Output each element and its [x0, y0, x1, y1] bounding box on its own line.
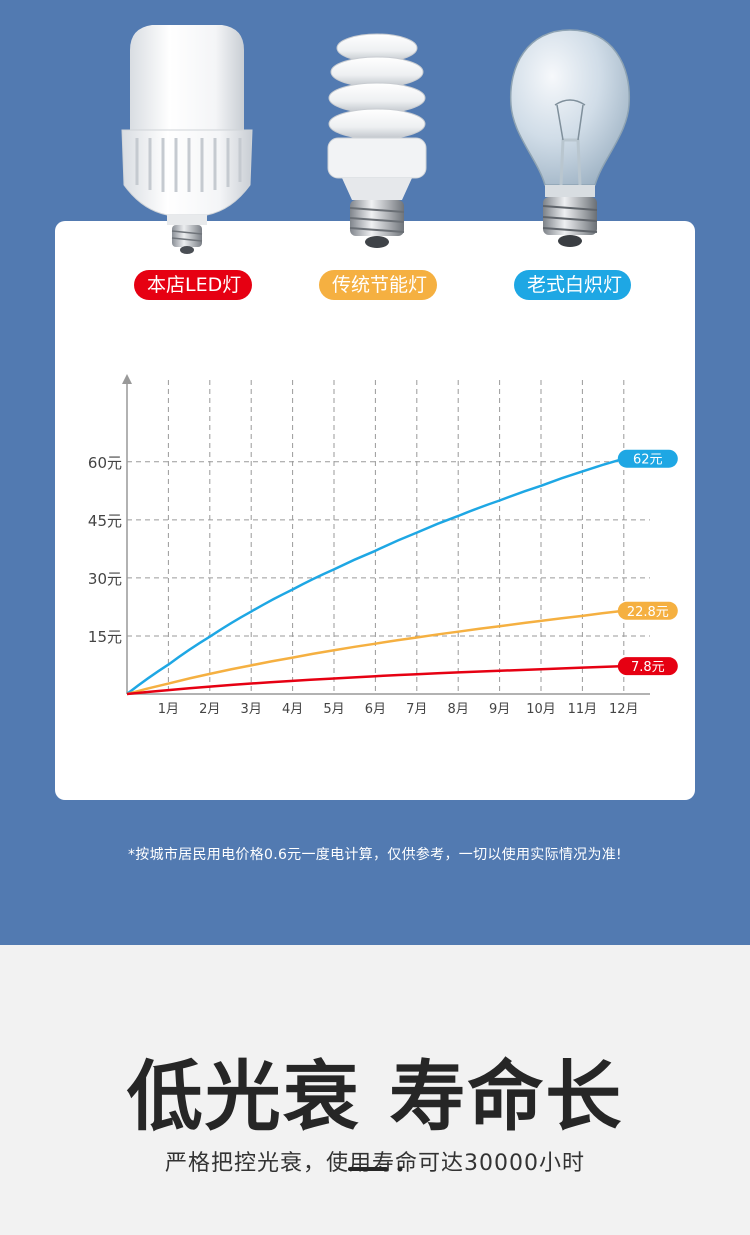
cfl-label: 传统节能灯 — [319, 270, 437, 300]
decorative-dash — [348, 1166, 403, 1172]
led-series-line — [126, 664, 624, 696]
x-tick-label: 2月 — [199, 702, 220, 717]
x-tick-label: 11月 — [568, 702, 598, 717]
incandescent-end-label-bg — [617, 449, 678, 468]
y-axis-arrow — [122, 374, 132, 384]
incandescent-end-label: 62元 — [633, 453, 663, 468]
led-end-label-bg — [617, 657, 678, 676]
x-tick-label: 7月 — [406, 702, 427, 717]
x-tick-label: 3月 — [241, 702, 262, 717]
incandescent-bulb-icon — [509, 29, 631, 247]
cfl-end-label-bg — [617, 601, 678, 620]
x-tick-label: 8月 — [448, 702, 469, 717]
footnote: *按城市居民用电价格0.6元一度电计算，仅供参考，一切以使用实际情况为准! — [128, 847, 622, 863]
y-tick-label: 60元 — [88, 454, 122, 472]
x-tick-label: 9月 — [489, 702, 510, 717]
y-tick-label: 15元 — [88, 628, 122, 646]
y-tick-label: 45元 — [88, 512, 122, 530]
cfl-bulb-icon — [327, 33, 427, 248]
led-end-label: 7.8元 — [631, 660, 665, 675]
led-bulb-icon — [121, 25, 253, 254]
cfl-series-line — [126, 609, 624, 696]
incandescent-series-line — [126, 457, 625, 695]
incandescent-label: 老式白炽灯 — [514, 270, 631, 300]
led-label: 本店LED灯 — [134, 270, 252, 300]
cfl-end-label: 22.8元 — [627, 605, 669, 620]
x-tick-label: 10月 — [526, 702, 556, 717]
x-tick-label: 6月 — [365, 702, 386, 717]
x-tick-label: 5月 — [323, 702, 344, 717]
x-tick-label: 12月 — [609, 702, 639, 717]
subline: 严格把控光衰，使用寿命可达30000小时 — [165, 1151, 585, 1176]
headline: 低光衰 寿命长 — [126, 1052, 624, 1141]
y-tick-label: 30元 — [88, 570, 122, 588]
cost-line-chart: 15元 30元 45元 60元 1月 2月 3月 4月 5月 6月 7月 8月 9月 10月 11月 12月 6… — [88, 374, 678, 717]
x-tick-label: 1月 — [158, 702, 179, 717]
x-tick-label: 4月 — [282, 702, 303, 717]
